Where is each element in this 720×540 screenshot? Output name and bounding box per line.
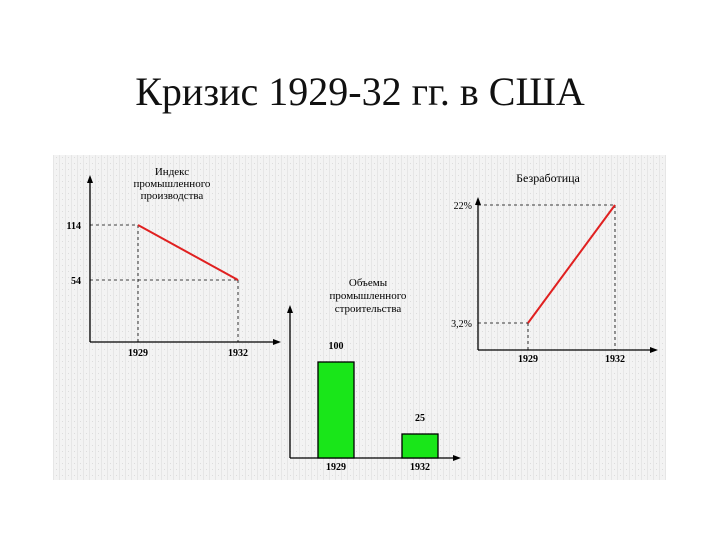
chart-production-y-arrow <box>87 175 93 183</box>
chart-unemployment-series-line <box>527 204 616 324</box>
chart-construction-value-label: 100 <box>329 341 344 352</box>
chart-production-y-tick-label: 54 <box>71 276 81 287</box>
chart-production-x-tick-label: 1929 <box>128 348 148 359</box>
chart-construction-title-line: строительства <box>335 303 402 315</box>
chart-unemployment-x-arrow <box>650 347 658 353</box>
chart-production-y-tick-label: 114 <box>67 221 81 232</box>
chart-unemployment-y-arrow <box>475 197 481 205</box>
chart-unemployment-x-tick-label: 1932 <box>605 354 625 365</box>
chart-production-title-line: производства <box>141 190 204 202</box>
chart-unemployment: Безработица 3,2% 22% 1929 1932 <box>451 171 658 365</box>
chart-construction-bar <box>401 433 439 459</box>
chart-construction-x-tick-label: 1932 <box>410 462 430 473</box>
chart-production-title-line: промышленного <box>134 178 211 190</box>
chart-construction-title: Объемы промышленного строительства <box>330 277 407 315</box>
chart-production-title-line: Индекс <box>155 166 189 178</box>
chart-construction-x-arrow <box>453 455 461 461</box>
chart-construction-bar <box>317 361 355 459</box>
chart-construction: Объемы промышленного строительства 100 25… <box>287 277 461 473</box>
chart-production: Индекс промышленного производства 11454 … <box>67 166 281 359</box>
chart-production-series-line <box>137 224 239 281</box>
chart-construction-value-label: 25 <box>415 413 425 424</box>
chart-unemployment-y-tick-label: 3,2% <box>451 319 472 330</box>
chart-unemployment-title: Безработица <box>516 171 580 185</box>
charts-panel: Индекс промышленного производства 114 54 … <box>53 155 666 480</box>
charts-svg: Индекс промышленного производства 11454 … <box>53 155 666 480</box>
slide-title: Кризис 1929-32 гг. в США <box>135 69 585 114</box>
chart-production-x-tick-label: 1932 <box>228 348 248 359</box>
chart-construction-title-line: промышленного <box>330 290 407 302</box>
chart-construction-title-line: Объемы <box>349 277 388 289</box>
chart-production-x-arrow <box>273 339 281 345</box>
chart-unemployment-y-tick-label: 22% <box>454 201 472 212</box>
chart-unemployment-x-tick-label: 1929 <box>518 354 538 365</box>
chart-construction-x-tick-label: 1929 <box>326 462 346 473</box>
panel-background <box>53 155 666 480</box>
chart-construction-y-arrow <box>287 305 293 313</box>
chart-production-title: Индекс промышленного производства <box>134 166 211 202</box>
